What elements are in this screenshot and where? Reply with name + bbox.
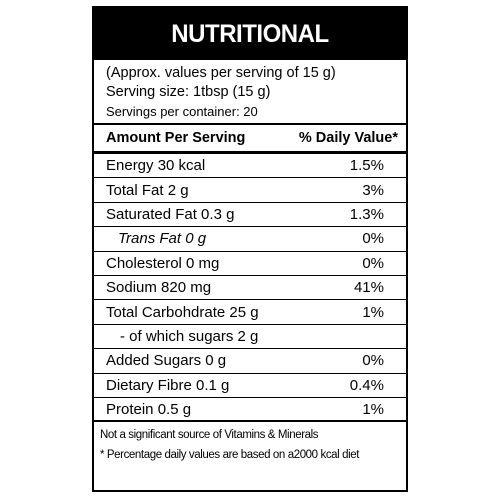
- nutrient-name: Protein 0.5 g: [106, 400, 192, 418]
- daily-value: 0.4%: [349, 376, 384, 394]
- table-row: Sodium 820 mg 41%: [94, 276, 406, 301]
- daily-value: 3%: [362, 181, 384, 199]
- daily-value: 41%: [353, 279, 384, 297]
- table-row: Protein 0.5 g 1%: [94, 398, 406, 423]
- footnotes: Not a significant source of Vitamins & M…: [94, 422, 406, 465]
- table-row: Total Fat 2 g 3%: [94, 178, 406, 203]
- amount-header: Amount Per Serving: [106, 130, 246, 146]
- label-title: NUTRITIONAL INFORMATION: [100, 8, 400, 60]
- serving-info: (Approx. values per serving of 15 g) Ser…: [94, 60, 406, 125]
- title-bar: NUTRITIONAL INFORMATION: [94, 8, 406, 60]
- daily-value: 1%: [362, 400, 384, 418]
- serving-size: Serving size: 1tbsp (15 g): [106, 84, 271, 100]
- nutrient-name: - of which sugars 2 g: [120, 327, 259, 345]
- nutrient-name: Total Fat 2 g: [106, 181, 189, 199]
- servings-per-container: Servings per container: 20: [106, 104, 258, 119]
- table-row: - of which sugars 2 g: [94, 325, 406, 350]
- nutrition-label: NUTRITIONAL INFORMATION (Approx. values …: [92, 6, 408, 492]
- vitamins-footnote: Not a significant source of Vitamins & M…: [100, 429, 319, 442]
- table-row: Saturated Fat 0.3 g 1.3%: [94, 203, 406, 228]
- daily-value: 0%: [362, 230, 384, 248]
- nutrient-name: Energy 30 kcal: [106, 157, 206, 175]
- daily-value: 0%: [362, 352, 384, 370]
- approx-values: (Approx. values per serving of 15 g): [106, 65, 336, 81]
- percentage-footnote: * Percentage daily values are based on a…: [100, 449, 360, 462]
- nutrient-name: Added Sugars 0 g: [106, 352, 227, 370]
- daily-value: 1%: [362, 303, 384, 321]
- nutrient-name: Dietary Fibre 0.1 g: [106, 376, 230, 394]
- nutrient-name: Total Carbohdrate 25 g: [106, 303, 259, 321]
- nutrient-name: Sodium 820 mg: [106, 279, 212, 297]
- nutrient-name: Trans Fat 0 g: [118, 230, 207, 248]
- table-row: Total Carbohdrate 25 g 1%: [94, 300, 406, 325]
- nutrient-name: Saturated Fat 0.3 g: [106, 205, 235, 223]
- table-row: Energy 30 kcal 1.5%: [94, 154, 406, 179]
- daily-value: 1.3%: [349, 205, 384, 223]
- table-header: Amount Per Serving % Daily Value*: [94, 125, 406, 154]
- table-row: Added Sugars 0 g 0%: [94, 349, 406, 374]
- table-row: Cholesterol 0 mg 0%: [94, 252, 406, 276]
- nutrient-name: Cholesterol 0 mg: [106, 254, 220, 272]
- table-row: Trans Fat 0 g 0%: [94, 227, 406, 252]
- daily-value: 0%: [362, 254, 384, 272]
- table-row: Dietary Fibre 0.1 g 0.4%: [94, 374, 406, 398]
- daily-value-header: % Daily Value*: [298, 130, 398, 146]
- daily-value: 1.5%: [349, 157, 384, 175]
